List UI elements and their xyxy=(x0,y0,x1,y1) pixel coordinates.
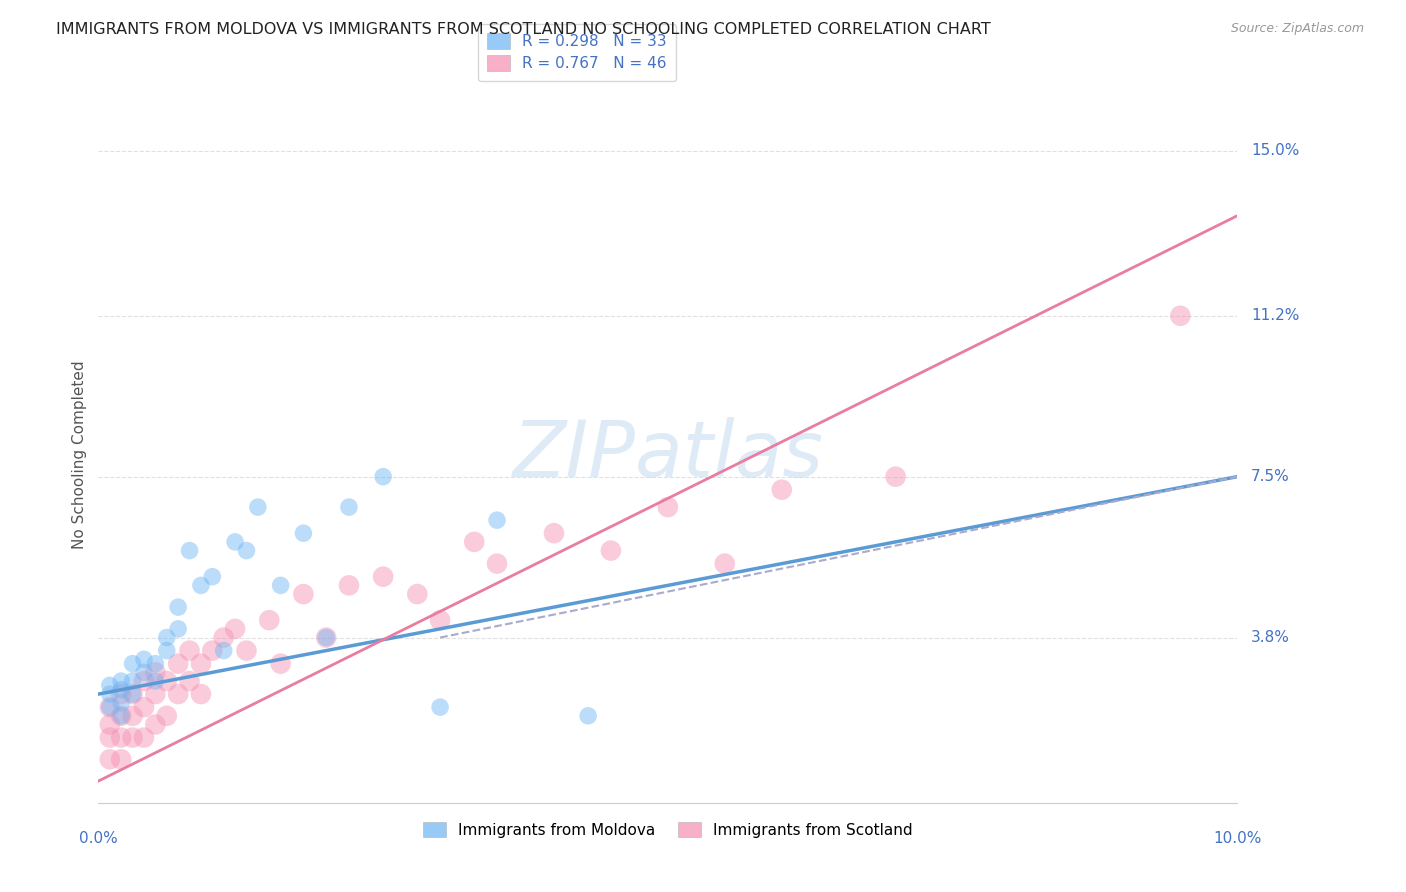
Point xyxy=(145,665,167,680)
Text: IMMIGRANTS FROM MOLDOVA VS IMMIGRANTS FROM SCOTLAND NO SCHOOLING COMPLETED CORRE: IMMIGRANTS FROM MOLDOVA VS IMMIGRANTS FR… xyxy=(56,22,991,37)
Point xyxy=(110,752,132,766)
Point xyxy=(246,500,269,514)
Point xyxy=(156,674,179,689)
Point xyxy=(429,700,451,714)
Point xyxy=(110,708,132,723)
Point xyxy=(121,687,143,701)
Point xyxy=(1170,309,1192,323)
Point xyxy=(132,674,155,689)
Point xyxy=(179,643,201,657)
Point xyxy=(110,674,132,689)
Point xyxy=(292,526,315,541)
Text: 3.8%: 3.8% xyxy=(1251,630,1291,645)
Text: ZIPatlas: ZIPatlas xyxy=(512,417,824,493)
Point xyxy=(337,578,360,592)
Point xyxy=(110,731,132,745)
Point xyxy=(576,708,599,723)
Text: 0.0%: 0.0% xyxy=(79,830,118,846)
Point xyxy=(600,543,623,558)
Point xyxy=(315,631,337,645)
Point xyxy=(121,708,143,723)
Point xyxy=(110,687,132,701)
Point xyxy=(132,665,155,680)
Point xyxy=(132,652,155,666)
Point xyxy=(714,557,737,571)
Point xyxy=(315,631,337,645)
Point xyxy=(98,678,121,692)
Point xyxy=(190,578,212,592)
Point xyxy=(657,500,679,514)
Point xyxy=(145,717,167,731)
Point xyxy=(884,469,907,483)
Point xyxy=(224,622,246,636)
Point xyxy=(292,587,315,601)
Point xyxy=(98,687,121,701)
Text: Source: ZipAtlas.com: Source: ZipAtlas.com xyxy=(1230,22,1364,36)
Point xyxy=(167,657,190,671)
Point xyxy=(121,674,143,689)
Point xyxy=(145,657,167,671)
Point xyxy=(190,657,212,671)
Point xyxy=(543,526,565,541)
Point xyxy=(337,500,360,514)
Point xyxy=(98,752,121,766)
Point xyxy=(270,578,292,592)
Point xyxy=(212,643,235,657)
Point xyxy=(463,534,485,549)
Point xyxy=(486,557,509,571)
Point xyxy=(373,469,395,483)
Point xyxy=(110,708,132,723)
Point xyxy=(259,613,281,627)
Point xyxy=(167,600,190,615)
Point xyxy=(179,543,201,558)
Point xyxy=(98,717,121,731)
Point xyxy=(406,587,429,601)
Point xyxy=(270,657,292,671)
Point xyxy=(235,643,257,657)
Point xyxy=(156,708,179,723)
Point xyxy=(770,483,793,497)
Point xyxy=(110,696,132,710)
Point xyxy=(132,700,155,714)
Legend: Immigrants from Moldova, Immigrants from Scotland: Immigrants from Moldova, Immigrants from… xyxy=(416,815,920,844)
Point xyxy=(121,657,143,671)
Point xyxy=(429,613,451,627)
Point xyxy=(145,687,167,701)
Y-axis label: No Schooling Completed: No Schooling Completed xyxy=(72,360,87,549)
Point xyxy=(224,534,246,549)
Text: 10.0%: 10.0% xyxy=(1213,830,1261,846)
Point xyxy=(167,687,190,701)
Point xyxy=(98,700,121,714)
Point xyxy=(110,682,132,697)
Point xyxy=(201,570,224,584)
Point xyxy=(201,643,224,657)
Point xyxy=(486,513,509,527)
Point xyxy=(373,570,395,584)
Point xyxy=(212,631,235,645)
Point xyxy=(121,687,143,701)
Text: 15.0%: 15.0% xyxy=(1251,143,1299,158)
Point xyxy=(98,700,121,714)
Point xyxy=(132,731,155,745)
Point xyxy=(145,674,167,689)
Point xyxy=(156,631,179,645)
Point xyxy=(167,622,190,636)
Point xyxy=(156,643,179,657)
Text: 11.2%: 11.2% xyxy=(1251,309,1299,323)
Point xyxy=(121,731,143,745)
Text: 7.5%: 7.5% xyxy=(1251,469,1289,484)
Point xyxy=(98,731,121,745)
Point xyxy=(235,543,257,558)
Point xyxy=(190,687,212,701)
Point xyxy=(179,674,201,689)
